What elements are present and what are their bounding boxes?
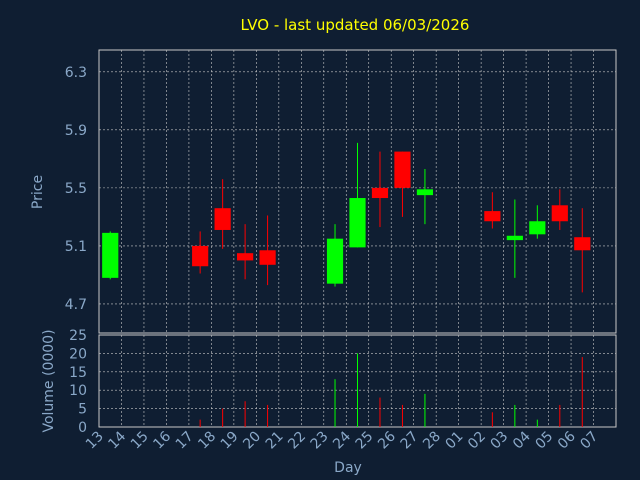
volume-tick-label: 20 [69, 346, 87, 362]
x-tick-label: 15 [128, 429, 152, 453]
price-tick-label: 6.3 [65, 65, 87, 81]
candle-body [326, 238, 344, 284]
volume-tick-label: 10 [69, 383, 87, 399]
x-tick-label: 04 [510, 428, 534, 452]
x-tick-label: 18 [195, 429, 219, 453]
candle-body [192, 245, 209, 267]
y-axis-label: Price [30, 175, 46, 209]
candle-body [484, 211, 501, 222]
x-axis-label: Day [334, 460, 362, 476]
volume-tick-label: 25 [69, 328, 87, 344]
x-tick-label: 03 [488, 429, 512, 453]
x-tick-label: 25 [353, 429, 377, 453]
x-tick-label: 02 [465, 429, 489, 453]
candle-body [237, 253, 254, 261]
x-tick-label: 27 [398, 429, 422, 453]
candle-body [506, 235, 523, 241]
price-tick-label: 5.1 [65, 239, 87, 255]
price-tick-label: 4.7 [65, 297, 87, 313]
x-tick-label: 07 [577, 429, 601, 453]
x-tick-label: 26 [375, 428, 399, 452]
x-tick-label: 17 [173, 429, 197, 453]
volume-tick-label: 15 [69, 365, 87, 381]
x-tick-label: 19 [218, 429, 242, 453]
x-tick-label: 16 [150, 428, 174, 452]
x-tick-label: 28 [420, 429, 444, 453]
x-tick-label: 01 [443, 429, 467, 453]
volume-tick-label: 0 [78, 420, 87, 436]
candle-body [416, 189, 434, 196]
candle-body [371, 187, 389, 199]
candle-body [551, 205, 568, 222]
volume-tick-label: 5 [78, 402, 87, 418]
x-tick-label: 14 [105, 428, 129, 452]
candle-body [394, 151, 411, 188]
x-tick-label: 20 [240, 429, 264, 453]
price-plot-frame [98, 49, 617, 334]
chart-title: LVO - last updated 06/03/2026 [241, 16, 470, 34]
candle-body [574, 237, 591, 251]
x-tick-label: 05 [532, 429, 556, 453]
volume-axis-label: Volume (0000) [41, 329, 57, 432]
candle-body [214, 208, 231, 230]
candle-body [259, 250, 276, 265]
x-tick-label: 21 [263, 429, 287, 453]
candle-body [102, 232, 119, 278]
price-tick-label: 5.9 [65, 123, 87, 139]
x-tick-label: 23 [308, 429, 332, 453]
x-tick-label: 24 [330, 428, 354, 452]
candle-body [529, 221, 546, 235]
x-tick-label: 06 [555, 428, 579, 452]
price-tick-label: 5.5 [65, 181, 87, 197]
candle-body [349, 198, 366, 248]
x-tick-label: 22 [285, 429, 309, 453]
